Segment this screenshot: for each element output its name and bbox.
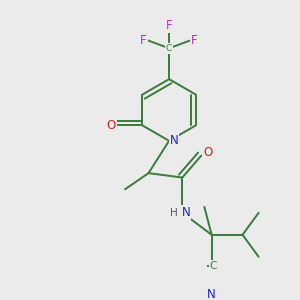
Text: F: F (191, 34, 198, 46)
Text: N: N (182, 206, 190, 219)
Text: C: C (209, 261, 217, 271)
Text: N: N (207, 288, 216, 300)
Text: H: H (169, 208, 177, 218)
Text: O: O (106, 119, 116, 132)
Text: N: N (170, 134, 178, 147)
Text: C: C (166, 44, 172, 53)
Text: F: F (140, 34, 147, 46)
Text: F: F (166, 19, 172, 32)
Text: O: O (203, 146, 212, 159)
